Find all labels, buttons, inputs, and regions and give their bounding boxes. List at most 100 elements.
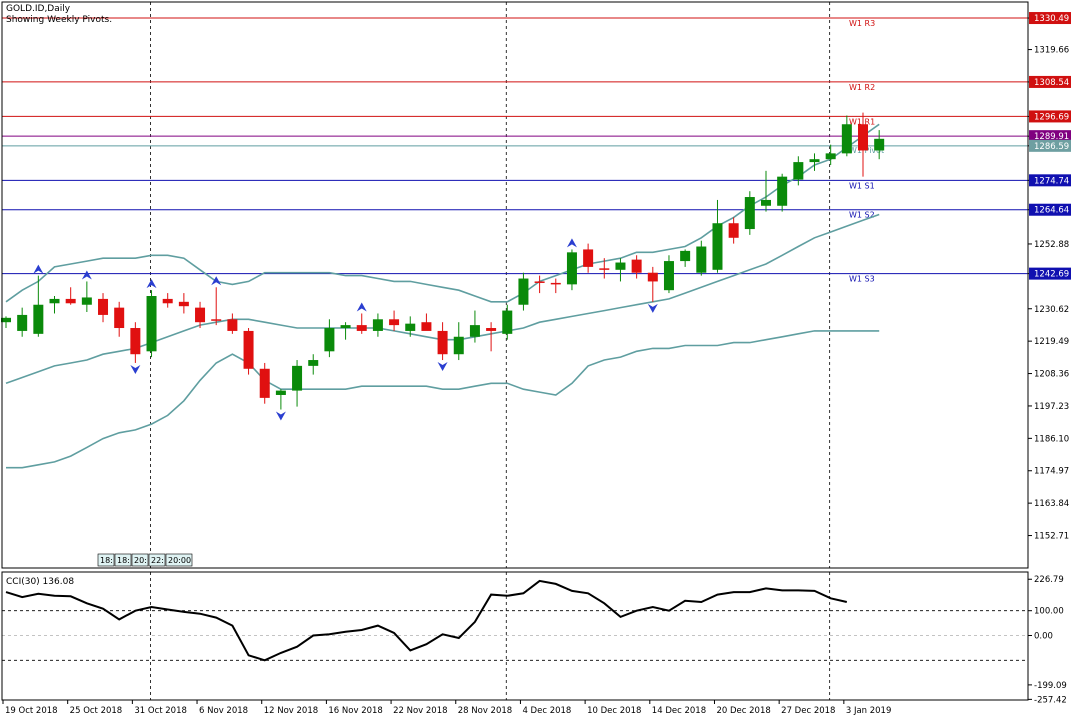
fractal-down-arrow (437, 362, 448, 372)
price-tick-label: 1186.10 (1034, 434, 1069, 444)
candle-body (33, 304, 44, 334)
candle-body (825, 153, 836, 160)
bollinger-upper-band (5, 123, 880, 303)
price-tick-label: 1208.36 (1034, 370, 1069, 380)
candle-body (486, 328, 497, 331)
price-tag-box (1029, 75, 1071, 88)
price-tag-box (1029, 139, 1071, 152)
time-box (131, 553, 149, 567)
candle-body (340, 325, 351, 329)
time-label: 28 Nov 2018 (458, 706, 512, 716)
candle-body (599, 268, 610, 270)
cci-pane-frame (1, 571, 1029, 701)
candle-body (49, 298, 60, 304)
candle-body (162, 298, 173, 304)
time-box-label: 20:00 (168, 556, 191, 565)
candle-body (324, 328, 335, 352)
price-tag-box (1029, 267, 1071, 280)
pivot-label: W1 R2 (849, 83, 875, 92)
cci-tick-label: 0.00 (1034, 632, 1053, 642)
candlesticks (1, 112, 885, 410)
pivot-label: W1 S3 (849, 275, 875, 284)
candle-body (65, 298, 76, 304)
price-tag-box (1029, 12, 1071, 25)
candle-body (211, 319, 222, 321)
candle-body (372, 319, 383, 331)
candle-body (389, 319, 400, 326)
time-label: 10 Dec 2018 (587, 706, 641, 716)
time-axis: 19 Oct 2018 25 Oct 2018 31 Oct 2018 6 Nov 2… (2, 553, 892, 716)
time-label: 12 Nov 2018 (264, 706, 318, 716)
candle-body (437, 330, 448, 355)
symbol-label: GOLD.ID,Daily (6, 4, 71, 14)
pivot-label: W1 R3 (849, 19, 875, 28)
candle-body (195, 307, 206, 323)
time-box-label: 18: (117, 556, 130, 565)
candle-body (98, 298, 109, 315)
candle-body (793, 162, 804, 180)
candle-body (728, 223, 739, 238)
price-tick-label: 1286.59 (1034, 142, 1069, 152)
candle-body (874, 138, 885, 151)
cci-tick-label: 100.00 (1034, 607, 1064, 617)
fractal-up-arrow (211, 276, 222, 286)
price-tag-box (1029, 130, 1071, 143)
candle-body (227, 319, 238, 331)
fractal-down-arrow (275, 411, 286, 421)
candle-body (275, 390, 286, 395)
candle-body (777, 176, 788, 206)
candle-body (696, 246, 707, 273)
candle-body (841, 124, 852, 154)
time-label: 14 Dec 2018 (652, 706, 706, 716)
time-label: 3 Jan 2019 (846, 706, 892, 716)
candle-body (421, 322, 432, 331)
candle-body (243, 330, 254, 369)
price-tick-label: 1152.71 (1034, 532, 1069, 542)
time-box-label: 22: (151, 556, 164, 565)
time-label: 22 Nov 2018 (393, 706, 447, 716)
time-label: 16 Nov 2018 (328, 706, 382, 716)
candle-body (114, 307, 125, 329)
fractal-markers (33, 238, 658, 421)
time-label: 31 Oct 2018 (134, 706, 187, 716)
price-tick-label: 1242.69 (1034, 270, 1069, 280)
chart-frames (1, 1, 1029, 701)
time-label: 6 Nov 2018 (199, 706, 248, 716)
pivot-label: W1 R1 (849, 117, 875, 126)
candle-body (858, 124, 869, 151)
price-tick-label: 1174.97 (1034, 467, 1069, 477)
price-tick-label: 1230.62 (1034, 305, 1069, 315)
price-tick-label: 1274.74 (1034, 176, 1069, 186)
candle-body (502, 310, 513, 334)
pivot-note: Showing Weekly Pivots. (6, 15, 113, 25)
candle-body (566, 252, 577, 285)
price-tick-label: 1308.54 (1034, 78, 1069, 88)
price-tick-label: 1252.88 (1034, 240, 1069, 250)
time-box-label: 18: (100, 556, 113, 565)
price-tick-label: 1319.66 (1034, 46, 1069, 56)
pivot-label: W1 S2 (849, 211, 875, 220)
time-box-label: 20: (134, 556, 147, 565)
price-tag-box (1029, 174, 1071, 187)
cci-line (5, 579, 848, 662)
time-box (97, 553, 115, 567)
candle-body (615, 262, 626, 270)
time-label: 20 Dec 2018 (716, 706, 770, 716)
candle-body (292, 365, 303, 391)
candle-body (453, 336, 464, 355)
candle-body (405, 323, 416, 331)
time-box (114, 553, 132, 567)
time-box (165, 553, 193, 567)
price-axis: 1330.49 1319.66 1308.54 1296.69 1289.911286.… (1028, 12, 1071, 705)
price-tick-label: 1219.49 (1034, 337, 1069, 347)
bollinger-lower-band (6, 330, 880, 469)
candle-body (680, 250, 691, 262)
candle-body (760, 199, 771, 206)
candle-body (809, 159, 820, 163)
fractal-up-arrow (566, 238, 577, 248)
fractal-up-arrow (356, 302, 367, 312)
